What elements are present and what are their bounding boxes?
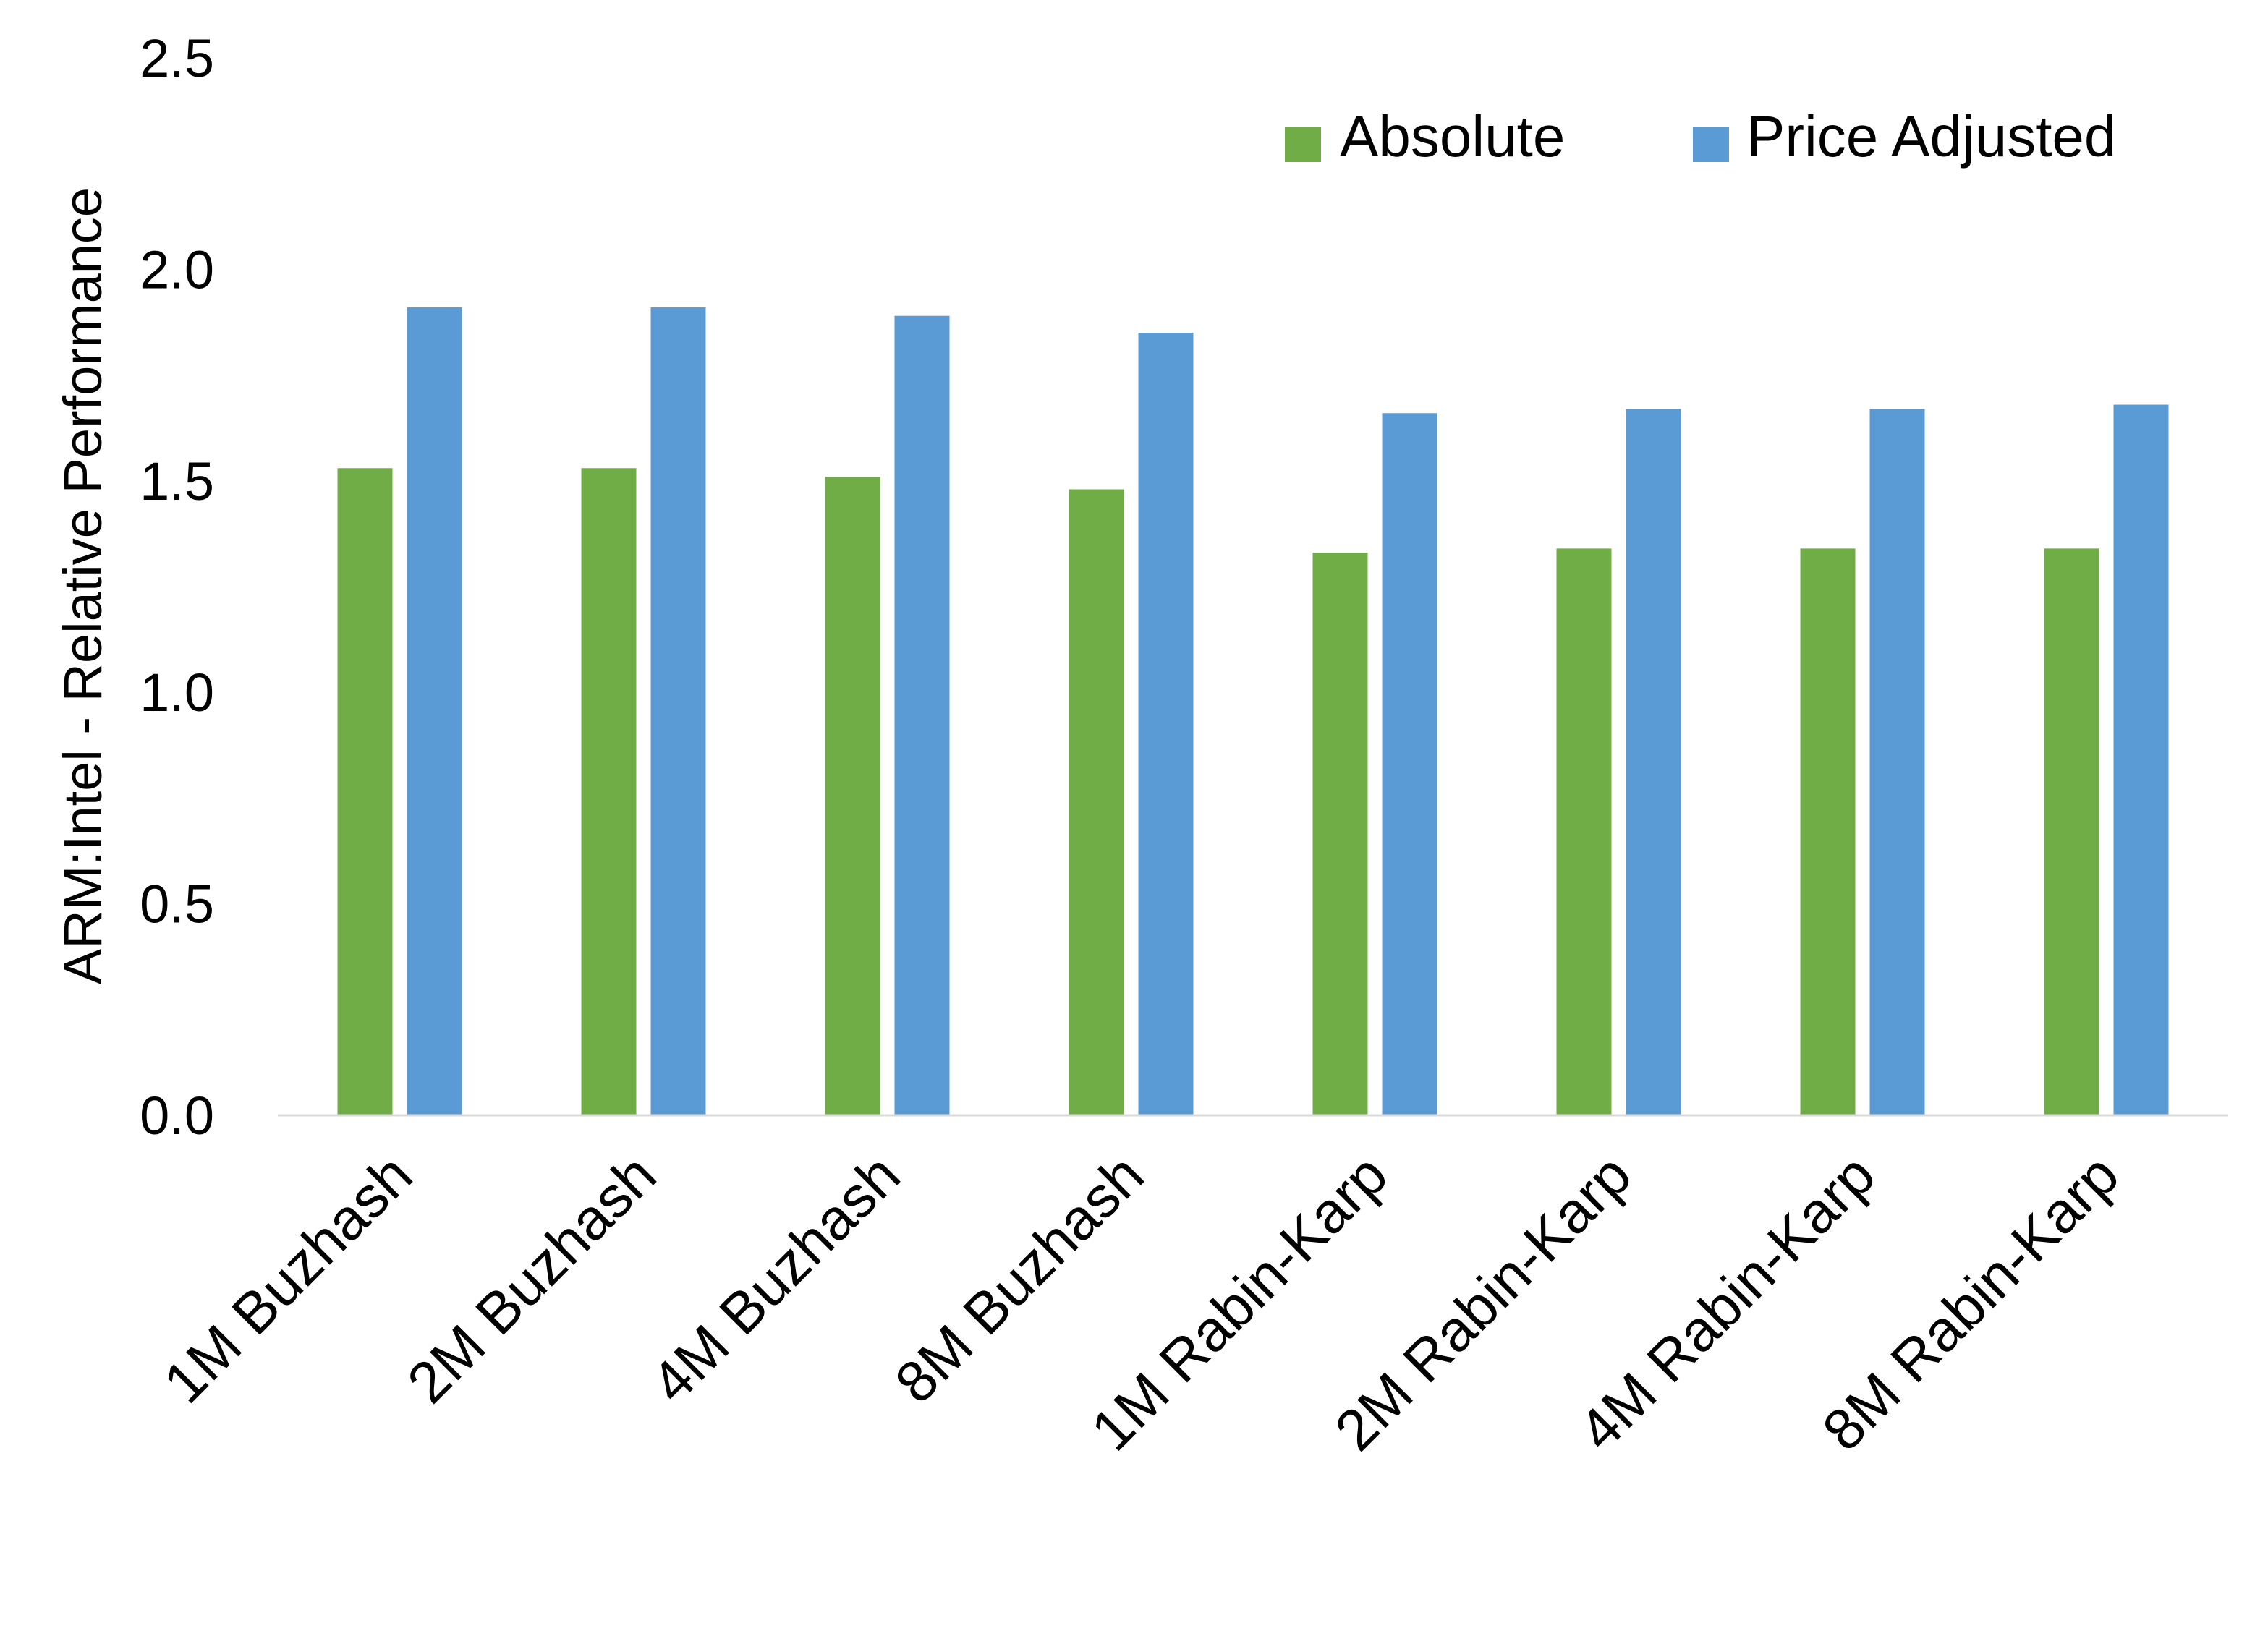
x-tick-label: 8M Buzhash xyxy=(883,1142,1155,1415)
y-tick-label: 2.0 xyxy=(140,239,214,299)
bar-absolute xyxy=(1800,548,1856,1115)
legend-swatch-absolute xyxy=(1285,127,1321,162)
bar-price-adjusted xyxy=(1626,409,1681,1115)
y-tick-label: 0.0 xyxy=(140,1086,214,1146)
bar-price-adjusted xyxy=(650,307,706,1116)
bar-price-adjusted xyxy=(407,307,462,1116)
bar-price-adjusted xyxy=(2113,404,2169,1115)
y-axis-label: ARM:Intel - Relative Performance xyxy=(53,187,113,984)
bar-absolute xyxy=(1556,548,1612,1115)
bar-price-adjusted xyxy=(1382,413,1437,1115)
bar-price-adjusted xyxy=(894,315,950,1115)
bar-absolute xyxy=(581,468,637,1115)
y-axis-ticks: 0.0 0.5 1.0 1.5 2.0 2.5 xyxy=(140,28,214,1146)
legend-label-price-adjusted: Price Adjusted xyxy=(1746,104,2116,169)
x-tick-label: 4M Buzhash xyxy=(639,1142,912,1415)
y-tick-label: 0.5 xyxy=(140,874,214,934)
bar-price-adjusted xyxy=(1138,333,1194,1115)
x-tick-label: 2M Buzhash xyxy=(395,1142,668,1415)
x-tick-label: 1M Buzhash xyxy=(151,1142,424,1415)
legend: Absolute Price Adjusted xyxy=(1285,104,2116,169)
y-tick-label: 1.0 xyxy=(140,663,214,723)
y-tick-label: 1.5 xyxy=(140,451,214,511)
legend-label-absolute: Absolute xyxy=(1340,104,1565,169)
bar-absolute xyxy=(825,476,880,1115)
legend-swatch-price-adjusted xyxy=(1693,127,1729,162)
bars xyxy=(337,307,2169,1116)
bar-absolute xyxy=(2044,548,2099,1115)
bar-price-adjusted xyxy=(1869,409,1925,1115)
y-tick-label: 2.5 xyxy=(140,28,214,88)
bar-absolute xyxy=(1312,553,1368,1115)
bar-absolute xyxy=(1069,489,1124,1115)
bar-absolute xyxy=(337,468,393,1115)
